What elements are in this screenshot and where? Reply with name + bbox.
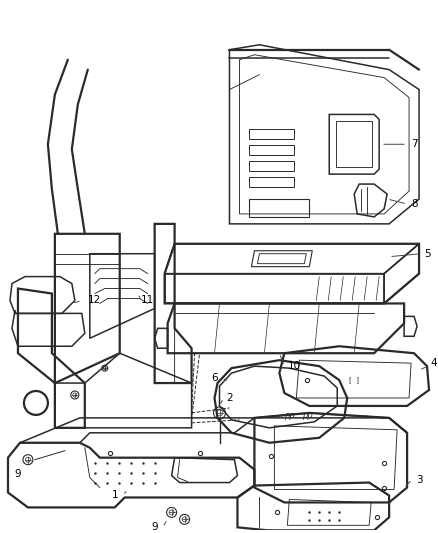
Text: 12: 12 <box>88 295 102 305</box>
Text: 1: 1 <box>111 490 118 500</box>
Text: 2: 2 <box>226 393 233 403</box>
Text: 11: 11 <box>141 295 154 305</box>
Text: 10: 10 <box>288 361 301 371</box>
Text: 8: 8 <box>411 199 417 209</box>
Text: 6: 6 <box>211 373 218 383</box>
Text: pp: pp <box>302 411 313 421</box>
Text: 9: 9 <box>152 522 158 532</box>
Text: 9: 9 <box>14 469 21 479</box>
Text: pp: pp <box>284 411 295 421</box>
Text: 4: 4 <box>431 358 437 368</box>
Text: 3: 3 <box>416 474 422 484</box>
Text: 5: 5 <box>424 249 431 259</box>
Text: 7: 7 <box>411 139 417 149</box>
Text: [  ]: [ ] <box>349 377 359 383</box>
